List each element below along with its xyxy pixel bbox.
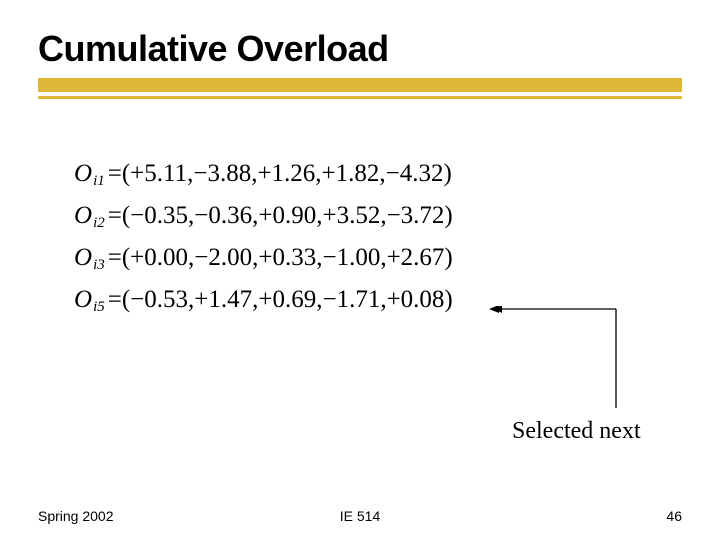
equals-sign: = [108, 160, 122, 188]
equation-row: Oi1 = (+5.11,−3.88,+1.26,+1.82,−4.32) [74, 160, 453, 188]
equation-values: (+0.00,−2.00,+0.33,−1.00,+2.67) [122, 244, 453, 272]
equals-sign: = [108, 244, 122, 272]
equation-row: Oi5 = (−0.53,+1.47,+0.69,−1.71,+0.08) [74, 286, 453, 314]
equation-row: Oi3 = (+0.00,−2.00,+0.33,−1.00,+2.67) [74, 244, 453, 272]
equation-var: O [74, 286, 92, 314]
footer-right: 46 [666, 508, 682, 524]
equation-values: (−0.35,−0.36,+0.90,+3.52,−3.72) [122, 202, 453, 230]
equation-subscript: i1 [93, 173, 105, 190]
equation-subscript: i3 [93, 257, 105, 274]
annotation-arrow [486, 306, 630, 416]
equals-sign: = [108, 202, 122, 230]
equation-var: O [74, 202, 92, 230]
equation-var: O [74, 244, 92, 272]
underline-bar-top [38, 78, 682, 92]
equations-block: Oi1 = (+5.11,−3.88,+1.26,+1.82,−4.32) Oi… [74, 160, 453, 328]
equation-subscript: i5 [93, 299, 105, 316]
equation-row: Oi2 = (−0.35,−0.36,+0.90,+3.52,−3.72) [74, 202, 453, 230]
annotation-text: Selected next [512, 418, 641, 445]
underline-bar-bottom [38, 96, 682, 99]
equation-values: (−0.53,+1.47,+0.69,−1.71,+0.08) [122, 286, 453, 314]
footer-center: IE 514 [340, 508, 380, 524]
slide-title: Cumulative Overload [38, 28, 389, 70]
equation-var: O [74, 160, 92, 188]
footer-left: Spring 2002 [38, 508, 114, 524]
equals-sign: = [108, 286, 122, 314]
equation-subscript: i2 [93, 215, 105, 232]
title-underline [38, 78, 682, 99]
equation-values: (+5.11,−3.88,+1.26,+1.82,−4.32) [122, 160, 452, 188]
